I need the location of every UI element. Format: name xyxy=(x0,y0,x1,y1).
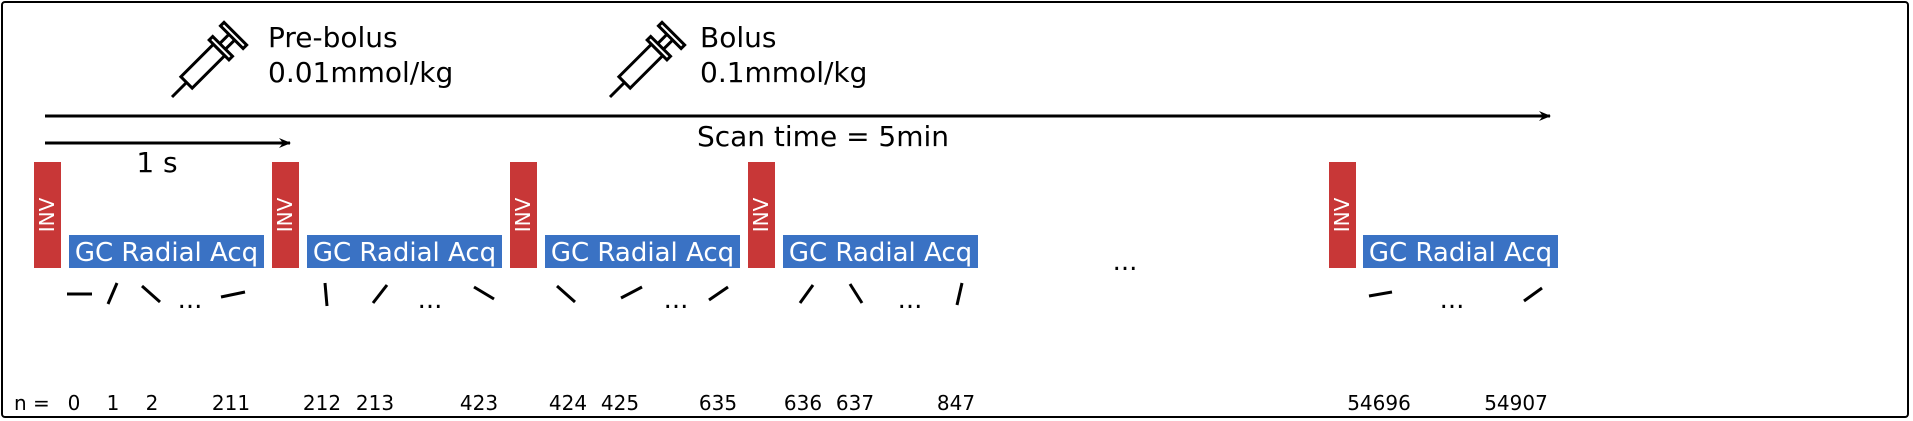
prebolus-dose: 0.01mmol/kg xyxy=(268,56,453,89)
inv-label: INV xyxy=(511,197,535,232)
spoke-index: 54696 xyxy=(1347,391,1411,415)
inv-block xyxy=(510,162,537,268)
inv-block xyxy=(1329,162,1356,268)
spoke-ellipsis: ... xyxy=(178,285,203,315)
spoke-index: 213 xyxy=(356,391,394,415)
scan-time-label: Scan time = 5min xyxy=(697,120,949,153)
acq-block xyxy=(783,235,978,268)
syringe-icon xyxy=(608,20,687,99)
gap-ellipsis: ... xyxy=(1113,247,1138,277)
acq-label: GC Radial Acq xyxy=(1369,238,1552,268)
spoke-line xyxy=(371,284,389,304)
spoke-index: 637 xyxy=(836,391,874,415)
acq-label: GC Radial Acq xyxy=(551,238,734,268)
syringe-icon xyxy=(170,20,249,99)
spoke-line xyxy=(1523,286,1543,303)
inv-label: INV xyxy=(749,197,773,232)
spoke-line xyxy=(798,284,815,304)
inv-block xyxy=(748,162,775,268)
spoke-index: 424 xyxy=(549,391,587,415)
spoke-line xyxy=(106,282,119,305)
inv-block xyxy=(34,162,61,268)
spoke-ellipsis: ... xyxy=(1440,285,1465,315)
spoke-index: 1 xyxy=(107,391,120,415)
inv-label: INV xyxy=(1330,197,1354,232)
spoke-line xyxy=(473,285,495,301)
spoke-index: 636 xyxy=(784,391,822,415)
inv-label: INV xyxy=(273,197,297,232)
interval-label: 1 s xyxy=(136,146,177,179)
spoke-index: 635 xyxy=(699,391,737,415)
spoke-line xyxy=(556,284,576,304)
spoke-index: 54907 xyxy=(1484,391,1548,415)
spoke-line xyxy=(323,282,329,307)
spoke-index: 0 xyxy=(68,391,81,415)
spoke-ellipsis: ... xyxy=(898,285,923,315)
bolus-label: Bolus xyxy=(700,21,776,54)
spoke-index: 211 xyxy=(212,391,250,415)
acq-block xyxy=(1363,235,1558,268)
acq-block xyxy=(307,235,502,268)
spoke-ellipsis: ... xyxy=(664,285,689,315)
spoke-index: 425 xyxy=(601,391,639,415)
n-prefix: n = xyxy=(14,391,50,415)
spoke-line xyxy=(708,285,729,302)
acq-block xyxy=(69,235,264,268)
spoke-line xyxy=(848,283,864,304)
acq-block xyxy=(545,235,740,268)
acq-label: GC Radial Acq xyxy=(313,238,496,268)
inv-label: INV xyxy=(35,197,59,232)
spoke-index: 847 xyxy=(937,391,975,415)
spoke-line xyxy=(220,290,246,299)
acq-label: GC Radial Acq xyxy=(75,238,258,268)
spoke-ellipsis: ... xyxy=(418,285,443,315)
prebolus-label: Pre-bolus xyxy=(268,21,398,54)
acq-label: GC Radial Acq xyxy=(789,238,972,268)
spoke-line xyxy=(1368,290,1393,298)
spoke-line xyxy=(141,284,161,304)
spoke-index: 2 xyxy=(146,391,159,415)
spoke-index: 423 xyxy=(460,391,498,415)
bolus-dose: 0.1mmol/kg xyxy=(700,56,867,89)
inv-block xyxy=(272,162,299,268)
spoke-index: 212 xyxy=(303,391,341,415)
spoke-line xyxy=(620,285,643,300)
spoke-line xyxy=(955,282,964,306)
